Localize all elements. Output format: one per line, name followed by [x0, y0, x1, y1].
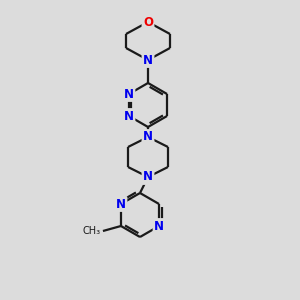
Text: O: O — [143, 16, 153, 28]
Text: N: N — [124, 88, 134, 100]
Text: N: N — [143, 130, 153, 143]
Text: N: N — [143, 53, 153, 67]
Text: N: N — [124, 110, 134, 122]
Text: N: N — [143, 170, 153, 184]
Text: CH₃: CH₃ — [83, 226, 101, 236]
Text: N: N — [154, 220, 164, 232]
Text: N: N — [116, 197, 126, 211]
